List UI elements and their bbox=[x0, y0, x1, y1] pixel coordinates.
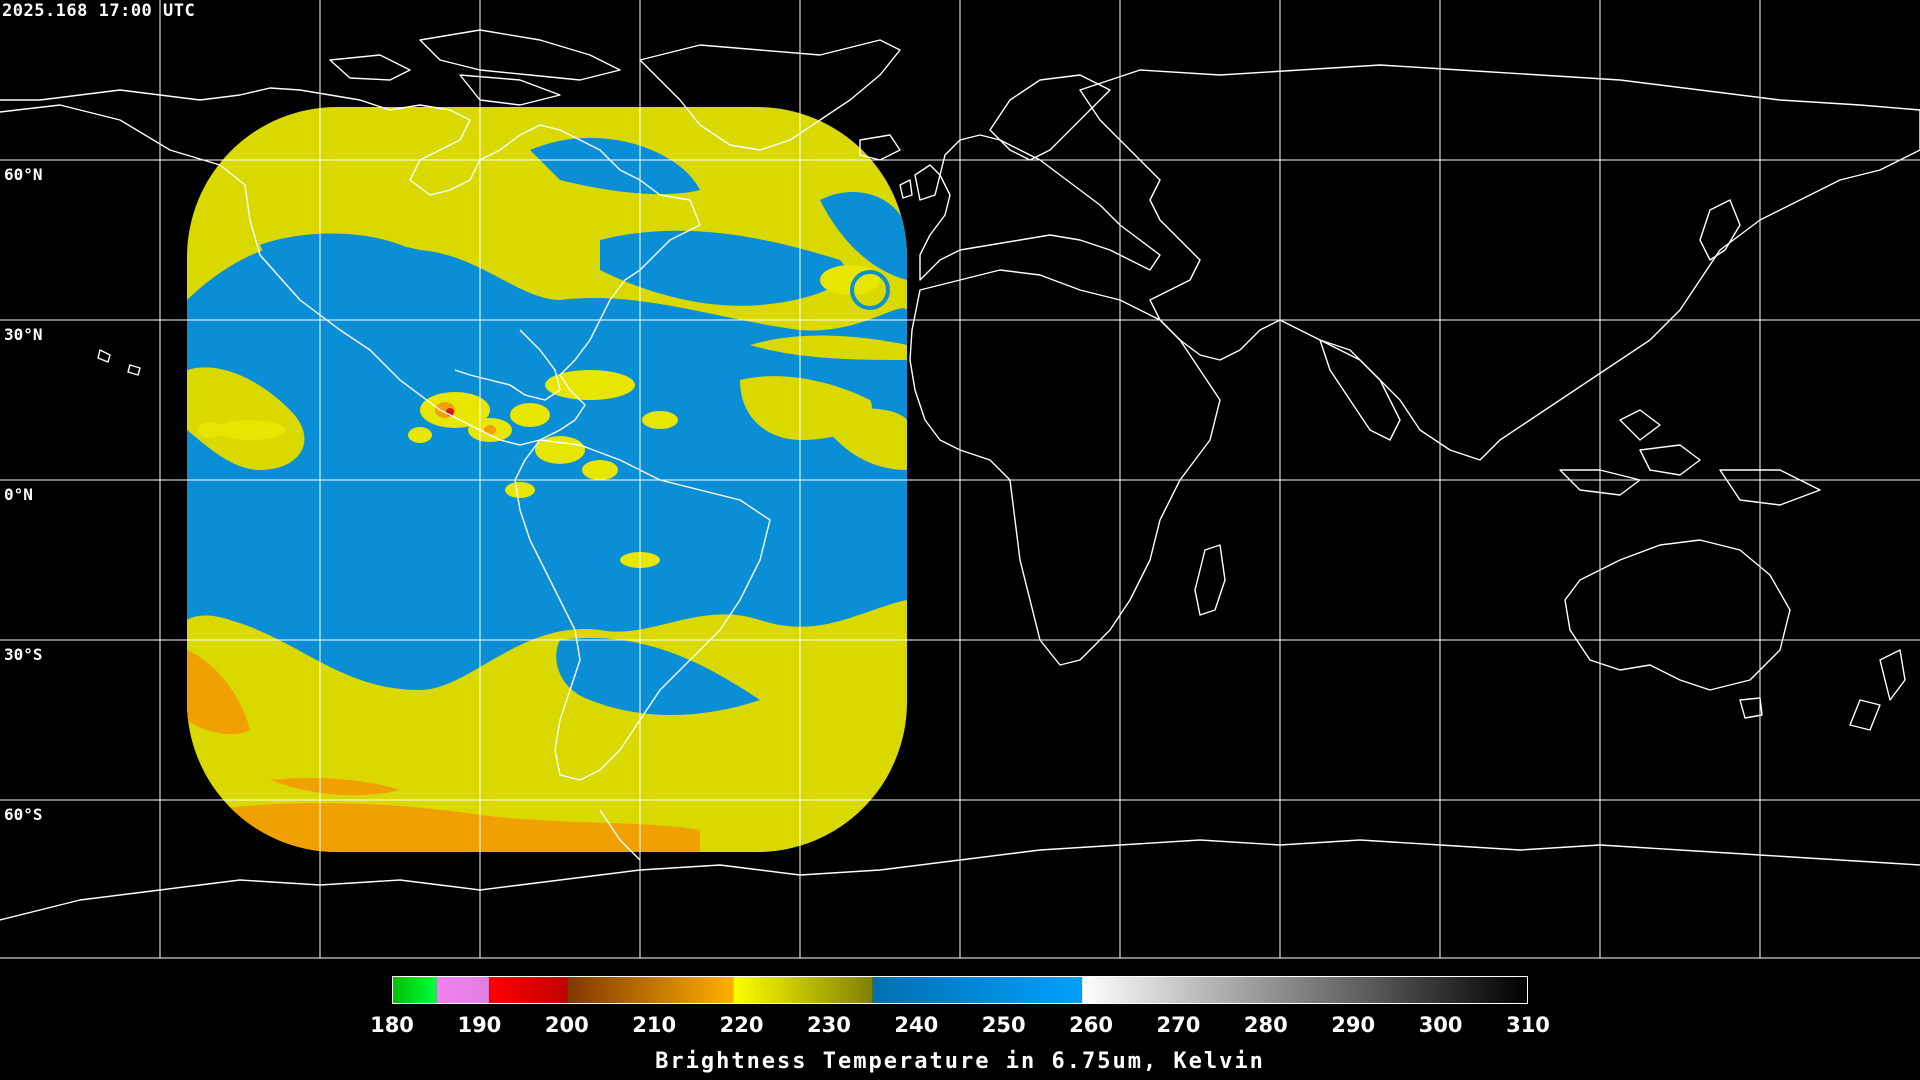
graticule bbox=[0, 0, 1920, 959]
dry-region bbox=[187, 238, 907, 690]
coastlines bbox=[0, 29, 1920, 921]
timestamp-label: 2025.168 17:00 UTC bbox=[2, 1, 196, 21]
coast-greenland bbox=[639, 39, 901, 151]
colorbar-title: Brightness Temperature in 6.75um, Kelvin bbox=[655, 1049, 1265, 1074]
lat-label-30n: 30°N bbox=[4, 325, 43, 344]
coast-europe bbox=[919, 134, 1161, 281]
lat-label-60n: 60°N bbox=[4, 165, 43, 184]
coast-north-america bbox=[0, 87, 701, 446]
coast-south-america bbox=[514, 439, 771, 781]
convection-clusters bbox=[198, 265, 890, 568]
colorbar-segment bbox=[488, 977, 568, 1003]
colorbar-segment bbox=[733, 977, 873, 1003]
colorbar-segment bbox=[436, 977, 489, 1003]
coast-australia bbox=[1564, 539, 1791, 691]
coast-africa bbox=[909, 269, 1221, 666]
colorbar-tick-label: 310 bbox=[1506, 1013, 1550, 1037]
colorbar-tick-label: 260 bbox=[1069, 1013, 1113, 1037]
colorbar-tick-label: 190 bbox=[457, 1013, 502, 1037]
colorbar-segment bbox=[393, 977, 437, 1003]
colorbar-tick-label: 220 bbox=[719, 1013, 764, 1037]
colorbar-segment bbox=[872, 977, 1083, 1003]
lat-label-60s: 60°S bbox=[4, 805, 43, 824]
colorbar-tick-label: 240 bbox=[894, 1013, 939, 1037]
colorbar bbox=[392, 976, 1528, 1004]
colorbar-tick-label: 200 bbox=[544, 1013, 589, 1037]
colorbar-segment bbox=[1082, 977, 1527, 1003]
colorbar-tick-label: 180 bbox=[370, 1013, 414, 1037]
colorbar-tick-label: 280 bbox=[1243, 1013, 1288, 1037]
lat-label-30s: 30°S bbox=[4, 645, 43, 664]
colorbar-tick-label: 210 bbox=[632, 1013, 677, 1037]
coast-antarctica bbox=[0, 839, 1920, 921]
coast-asia bbox=[1079, 64, 1920, 461]
colorbar-tick-label: 290 bbox=[1331, 1013, 1376, 1037]
colorbar-gradient bbox=[393, 977, 1527, 1003]
colorbar-tick-label: 230 bbox=[807, 1013, 851, 1037]
colorbar-tick-label: 250 bbox=[981, 1013, 1026, 1037]
satellite-imagery bbox=[187, 107, 907, 852]
lat-label-0n: 0°N bbox=[4, 485, 33, 504]
colorbar-ticks: 180 190 200 210 220 230 240 250 260 270 280 290 300 3… bbox=[370, 1012, 1550, 1038]
colorbar-tick-label: 300 bbox=[1418, 1013, 1463, 1037]
colorbar-segment bbox=[567, 977, 734, 1003]
colorbar-tick-label: 270 bbox=[1156, 1013, 1201, 1037]
